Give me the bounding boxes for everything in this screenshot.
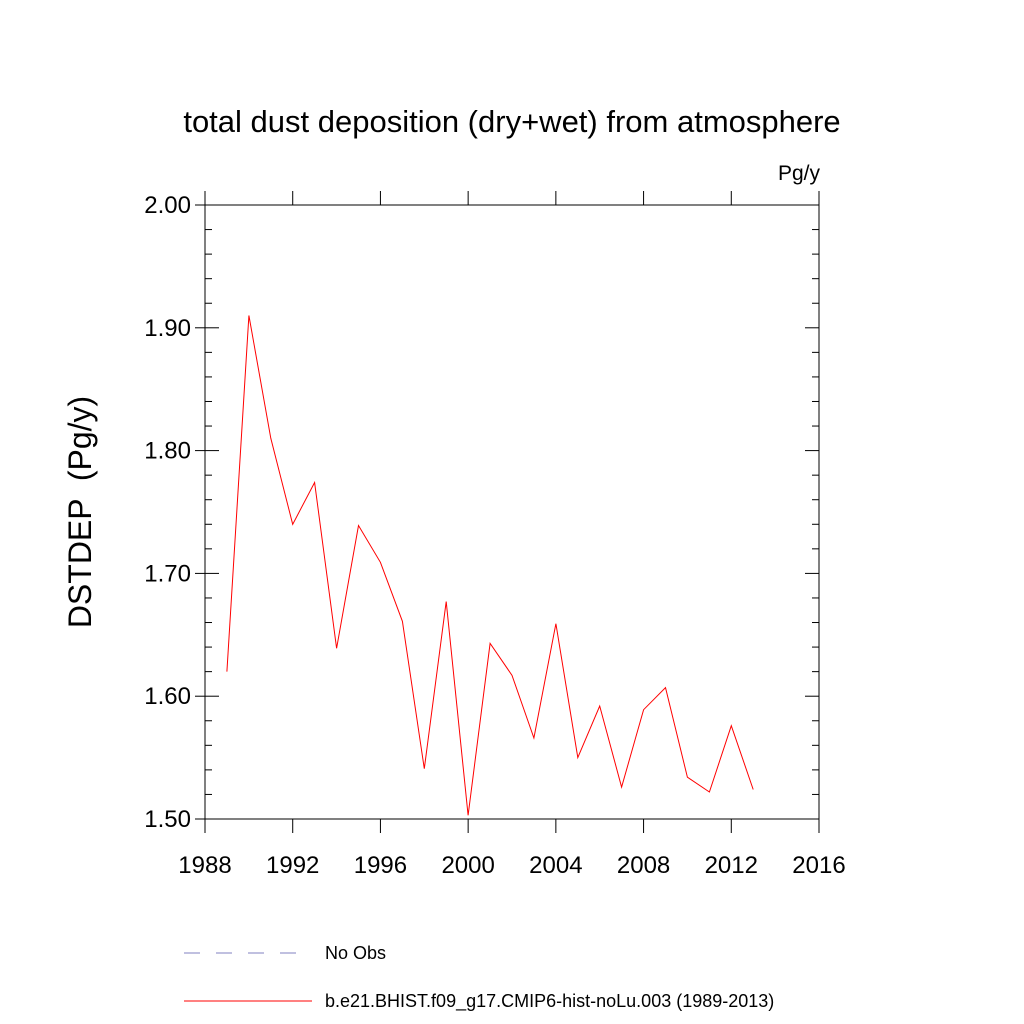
y-axis-label: DSTDEP (Pg/y) <box>62 396 98 628</box>
y-tick-label: 1.50 <box>144 806 191 833</box>
x-tick-label: 1996 <box>354 852 407 879</box>
y-tick-label: 1.60 <box>144 683 191 710</box>
y-tick-labels: 1.50 1.60 1.70 1.80 1.90 2.00 <box>144 192 191 833</box>
x-tick-label: 2008 <box>617 852 670 879</box>
x-tick-label: 2004 <box>529 852 582 879</box>
y-tick-label: 1.90 <box>144 315 191 342</box>
x-tick-label: 1992 <box>266 852 319 879</box>
y-tick-label: 1.80 <box>144 438 191 465</box>
units-label: Pg/y <box>778 162 821 185</box>
x-tick-label: 2012 <box>705 852 758 879</box>
x-tick-labels: 1988 1992 1996 2000 2004 2008 2012 2016 <box>178 852 845 879</box>
legend-label-model: b.e21.BHIST.f09_g17.CMIP6-hist-noLu.003 … <box>325 991 774 1012</box>
legend: No Obs b.e21.BHIST.f09_g17.CMIP6-hist-no… <box>184 943 774 1012</box>
chart-title: total dust deposition (dry+wet) from atm… <box>183 104 840 139</box>
series-layer <box>226 315 754 816</box>
y-tick-label: 2.00 <box>144 192 191 219</box>
series-line <box>226 315 754 816</box>
legend-label-no-obs: No Obs <box>325 943 386 963</box>
y-tick-label: 1.70 <box>144 560 191 587</box>
axis-ticks <box>195 191 820 833</box>
x-tick-label: 1988 <box>178 852 231 879</box>
x-tick-label: 2000 <box>441 852 494 879</box>
x-tick-label: 2016 <box>792 852 845 879</box>
plot-frame <box>204 204 820 820</box>
